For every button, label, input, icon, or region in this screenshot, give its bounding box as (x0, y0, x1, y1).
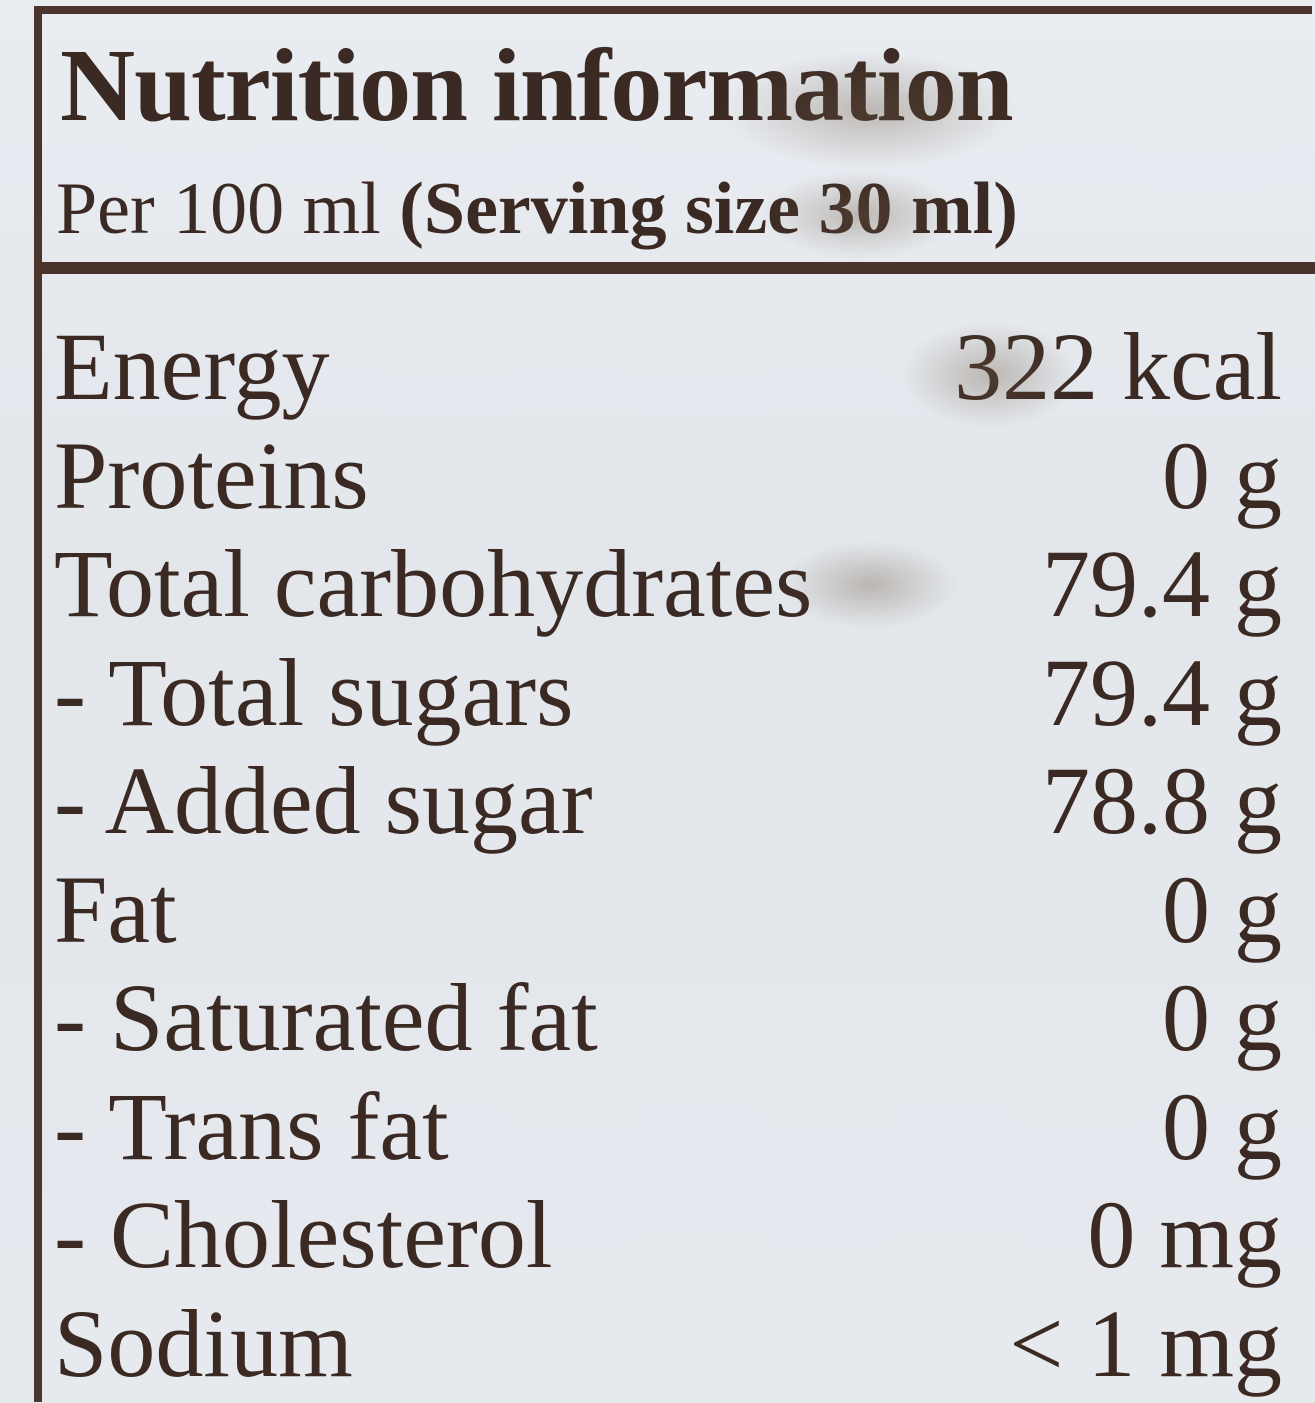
nutrient-table: Energy 322 kcal Proteins 0 g Total carbo… (42, 318, 1282, 1403)
nutrient-name: - Cholesterol (54, 1186, 553, 1284)
nutrient-row: Proteins 0 g (42, 427, 1282, 536)
nutrient-row: Sodium < 1 mg (42, 1295, 1282, 1403)
nutrient-name: Sodium (54, 1295, 353, 1393)
label-title: Nutrition information (60, 34, 1013, 138)
nutrient-row: - Saturated fat 0 g (42, 969, 1282, 1078)
nutrient-amount: 79.4 g (1042, 535, 1282, 633)
label-header: Nutrition information Per 100 ml (Servin… (42, 14, 1315, 264)
nutrient-row: - Added sugar 78.8 g (42, 752, 1282, 861)
nutrient-name: - Saturated fat (54, 969, 598, 1067)
nutrient-row: - Trans fat 0 g (42, 1078, 1282, 1187)
nutrient-name: Fat (54, 861, 177, 959)
nutrient-row: Energy 322 kcal (42, 318, 1282, 427)
nutrient-amount: 79.4 g (1042, 644, 1282, 742)
serving-basis: Per 100 ml (56, 168, 399, 250)
header-divider (34, 262, 1315, 274)
nutrient-name: Total carbohydrates (54, 535, 812, 633)
nutrient-row: - Total sugars 79.4 g (42, 644, 1282, 753)
nutrient-name: Proteins (54, 427, 369, 525)
nutrient-amount: < 1 mg (1009, 1295, 1282, 1393)
nutrient-name: Energy (54, 318, 329, 416)
nutrient-name: - Added sugar (54, 752, 593, 850)
serving-size: (Serving size 30 ml) (399, 168, 1018, 250)
nutrient-amount: 0 mg (1087, 1186, 1282, 1284)
nutrient-amount: 0 g (1162, 861, 1282, 959)
nutrient-amount: 0 g (1162, 427, 1282, 525)
serving-info: Per 100 ml (Serving size 30 ml) (56, 172, 1018, 246)
nutrient-name: - Trans fat (54, 1078, 449, 1176)
nutrient-amount: 0 g (1162, 969, 1282, 1067)
nutrient-name: - Total sugars (54, 644, 573, 742)
nutrient-row: - Cholesterol 0 mg (42, 1186, 1282, 1295)
nutrient-amount: 322 kcal (954, 318, 1282, 416)
nutrient-row: Total carbohydrates 79.4 g (42, 535, 1282, 644)
nutrient-row: Fat 0 g (42, 861, 1282, 970)
nutrient-amount: 0 g (1162, 1078, 1282, 1176)
nutrient-amount: 78.8 g (1042, 752, 1282, 850)
